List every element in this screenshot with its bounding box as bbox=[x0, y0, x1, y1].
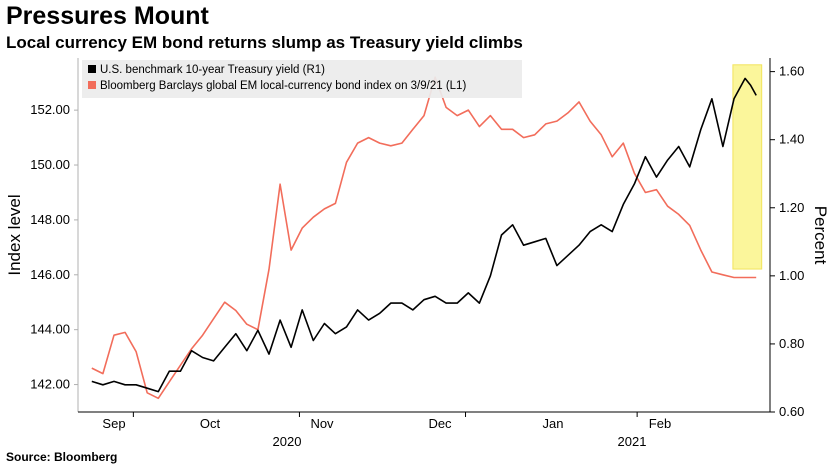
left-tick-label: 146.00 bbox=[30, 267, 70, 282]
right-tick-label: 0.60 bbox=[779, 404, 804, 419]
right-tick-label: 1.40 bbox=[779, 132, 804, 147]
x-year-label: 2020 bbox=[273, 434, 302, 449]
left-tick-label: 152.00 bbox=[30, 102, 70, 117]
x-month-label: Jan bbox=[543, 416, 564, 431]
source-note: Source: Bloomberg bbox=[6, 450, 118, 464]
right-tick-label: 1.00 bbox=[779, 268, 804, 283]
legend-label: U.S. benchmark 10-year Treasury yield (R… bbox=[100, 64, 325, 76]
x-month-label: Nov bbox=[310, 416, 334, 431]
legend-swatch bbox=[88, 81, 96, 89]
left-tick-label: 148.00 bbox=[30, 212, 70, 227]
left-tick-label: 150.00 bbox=[30, 157, 70, 172]
right-tick-label: 1.20 bbox=[779, 200, 804, 215]
x-month-label: Dec bbox=[428, 416, 452, 431]
right-axis-title: Percent bbox=[811, 206, 830, 265]
legend-box bbox=[82, 60, 522, 98]
chart-subtitle: Local currency EM bond returns slump as … bbox=[6, 33, 523, 52]
legend-swatch bbox=[88, 65, 96, 73]
left-tick-label: 144.00 bbox=[30, 322, 70, 337]
legend-label: Bloomberg Barclays global EM local-curre… bbox=[100, 80, 466, 92]
x-month-label: Feb bbox=[649, 416, 671, 431]
x-month-label: Sep bbox=[102, 416, 125, 431]
series-line-treasury-yield bbox=[91, 77, 757, 393]
chart-title: Pressures Mount bbox=[6, 2, 209, 30]
right-tick-label: 0.80 bbox=[779, 336, 804, 351]
highlight-region bbox=[732, 64, 763, 270]
x-year-label: 2021 bbox=[618, 434, 647, 449]
right-tick-label: 1.60 bbox=[779, 64, 804, 79]
left-axis-title: Index level bbox=[5, 194, 24, 275]
left-tick-label: 142.00 bbox=[30, 377, 70, 392]
x-month-label: Oct bbox=[200, 416, 221, 431]
